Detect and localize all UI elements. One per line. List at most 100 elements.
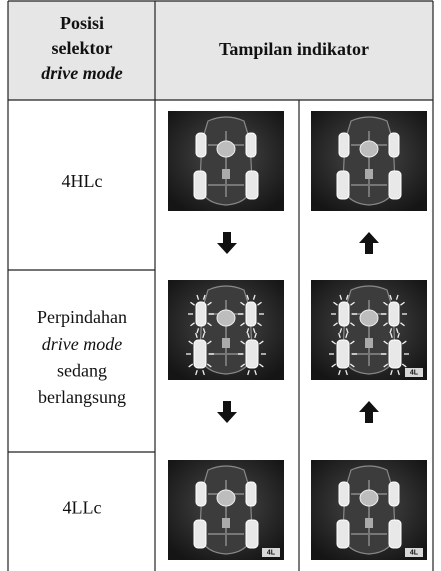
blink-ray bbox=[190, 322, 195, 327]
blink-ray bbox=[389, 294, 393, 300]
blink-ray bbox=[390, 369, 393, 376]
wheel bbox=[193, 170, 207, 200]
blink-ray bbox=[345, 369, 348, 376]
indicator-image: 4L bbox=[311, 280, 427, 380]
indicator-image bbox=[168, 111, 284, 211]
badge-background bbox=[405, 548, 423, 557]
wheel bbox=[245, 519, 259, 549]
blink-ray bbox=[383, 340, 389, 345]
wheel bbox=[388, 170, 402, 200]
blink-ray bbox=[339, 328, 343, 334]
blink-ray bbox=[400, 322, 405, 327]
wheel bbox=[388, 132, 400, 158]
blink-ray bbox=[240, 340, 246, 345]
row-label-line: 4LLc bbox=[63, 498, 102, 518]
wheel bbox=[338, 132, 350, 158]
blink-ray bbox=[240, 363, 246, 368]
blink-ray bbox=[350, 301, 355, 306]
selector-header-line: Posisi bbox=[60, 13, 104, 33]
row-label-line: 4HLc bbox=[62, 171, 103, 191]
blink-ray bbox=[345, 294, 349, 300]
row-label-line: drive mode bbox=[42, 334, 122, 354]
wheel bbox=[336, 519, 350, 549]
wheel bbox=[388, 481, 400, 507]
blink-ray bbox=[383, 322, 388, 327]
wheel bbox=[193, 339, 207, 369]
indicator-header: Tampilan indikator bbox=[219, 39, 369, 59]
blink-ray bbox=[333, 301, 338, 306]
blink-ray bbox=[207, 322, 212, 327]
wheel bbox=[193, 519, 207, 549]
wheel bbox=[338, 301, 350, 327]
indicator-image: 4L bbox=[168, 460, 284, 560]
blink-ray bbox=[252, 328, 256, 334]
blink-ray bbox=[247, 369, 250, 376]
indicator-image bbox=[311, 111, 427, 211]
center-diff bbox=[365, 169, 373, 179]
blink-ray bbox=[350, 322, 355, 327]
blink-ray bbox=[202, 328, 206, 334]
row-label-line: Perpindahan bbox=[37, 307, 127, 327]
engine bbox=[216, 309, 236, 327]
arrow-down bbox=[217, 401, 237, 423]
blink-ray bbox=[196, 328, 200, 334]
blink-ray bbox=[207, 301, 212, 306]
wheel bbox=[195, 481, 207, 507]
blink-ray bbox=[202, 332, 205, 339]
blink-ray bbox=[333, 322, 338, 327]
blink-ray bbox=[389, 328, 393, 334]
blink-ray bbox=[240, 301, 245, 306]
blink-ray bbox=[246, 328, 250, 334]
arrow-down bbox=[217, 232, 237, 254]
blink-ray bbox=[252, 294, 256, 300]
engine bbox=[216, 140, 236, 158]
arrow-up bbox=[359, 232, 379, 254]
badge-background bbox=[262, 548, 280, 557]
center-diff bbox=[365, 518, 373, 528]
blink-ray bbox=[401, 363, 407, 368]
header-background bbox=[8, 1, 433, 100]
center-diff bbox=[222, 169, 230, 179]
blink-ray bbox=[202, 369, 205, 376]
blink-ray bbox=[331, 340, 337, 345]
center-diff bbox=[365, 338, 373, 348]
badge-text: 4L bbox=[410, 550, 419, 557]
selector-header-line: selektor bbox=[52, 38, 113, 58]
wheel bbox=[245, 132, 257, 158]
blink-ray bbox=[254, 332, 257, 339]
engine bbox=[216, 489, 236, 507]
row-label-line: berlangsung bbox=[38, 387, 126, 407]
wheel bbox=[245, 301, 257, 327]
blink-ray bbox=[345, 328, 349, 334]
engine bbox=[359, 309, 379, 327]
blink-ray bbox=[338, 332, 341, 339]
blink-ray bbox=[247, 332, 250, 339]
blink-ray bbox=[195, 369, 198, 376]
engine bbox=[359, 140, 379, 158]
blink-ray bbox=[246, 294, 250, 300]
blink-ray bbox=[195, 332, 198, 339]
wheel bbox=[245, 339, 259, 369]
blink-ray bbox=[395, 328, 399, 334]
wheel bbox=[388, 339, 402, 369]
blink-ray bbox=[349, 363, 355, 368]
blink-ray bbox=[257, 301, 262, 306]
blink-ray bbox=[202, 294, 206, 300]
wheel bbox=[388, 519, 402, 549]
blink-ray bbox=[206, 363, 212, 368]
blink-ray bbox=[206, 340, 212, 345]
blink-ray bbox=[397, 332, 400, 339]
blink-ray bbox=[349, 340, 355, 345]
indicator-image bbox=[168, 280, 284, 380]
blink-ray bbox=[400, 301, 405, 306]
blink-ray bbox=[196, 294, 200, 300]
table-rules bbox=[7, 0, 434, 571]
blink-ray bbox=[258, 363, 264, 368]
blink-ray bbox=[401, 340, 407, 345]
selector-header-line: drive mode bbox=[41, 63, 122, 83]
blink-ray bbox=[254, 369, 257, 376]
blink-ray bbox=[188, 340, 194, 345]
badge-text: 4L bbox=[410, 370, 419, 377]
blink-ray bbox=[383, 363, 389, 368]
